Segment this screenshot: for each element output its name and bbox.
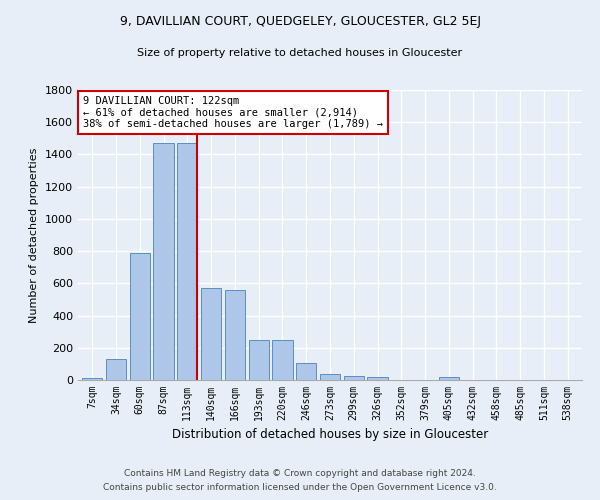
Bar xyxy=(296,363,316,380)
Bar xyxy=(367,377,388,380)
Bar xyxy=(130,252,150,380)
Bar xyxy=(248,340,269,380)
Bar xyxy=(154,143,173,380)
Bar xyxy=(320,374,340,380)
Bar xyxy=(439,377,459,380)
Y-axis label: Number of detached properties: Number of detached properties xyxy=(29,148,40,322)
X-axis label: Distribution of detached houses by size in Gloucester: Distribution of detached houses by size … xyxy=(172,428,488,442)
Bar xyxy=(201,288,221,380)
Bar xyxy=(272,340,293,380)
Text: 9 DAVILLIAN COURT: 122sqm
← 61% of detached houses are smaller (2,914)
38% of se: 9 DAVILLIAN COURT: 122sqm ← 61% of detac… xyxy=(83,96,383,129)
Text: 9, DAVILLIAN COURT, QUEDGELEY, GLOUCESTER, GL2 5EJ: 9, DAVILLIAN COURT, QUEDGELEY, GLOUCESTE… xyxy=(119,15,481,28)
Text: Size of property relative to detached houses in Gloucester: Size of property relative to detached ho… xyxy=(137,48,463,58)
Bar xyxy=(106,359,126,380)
Bar xyxy=(225,290,245,380)
Text: Contains HM Land Registry data © Crown copyright and database right 2024.: Contains HM Land Registry data © Crown c… xyxy=(124,468,476,477)
Bar xyxy=(82,378,103,380)
Text: Contains public sector information licensed under the Open Government Licence v3: Contains public sector information licen… xyxy=(103,484,497,492)
Bar xyxy=(177,143,197,380)
Bar xyxy=(344,376,364,380)
